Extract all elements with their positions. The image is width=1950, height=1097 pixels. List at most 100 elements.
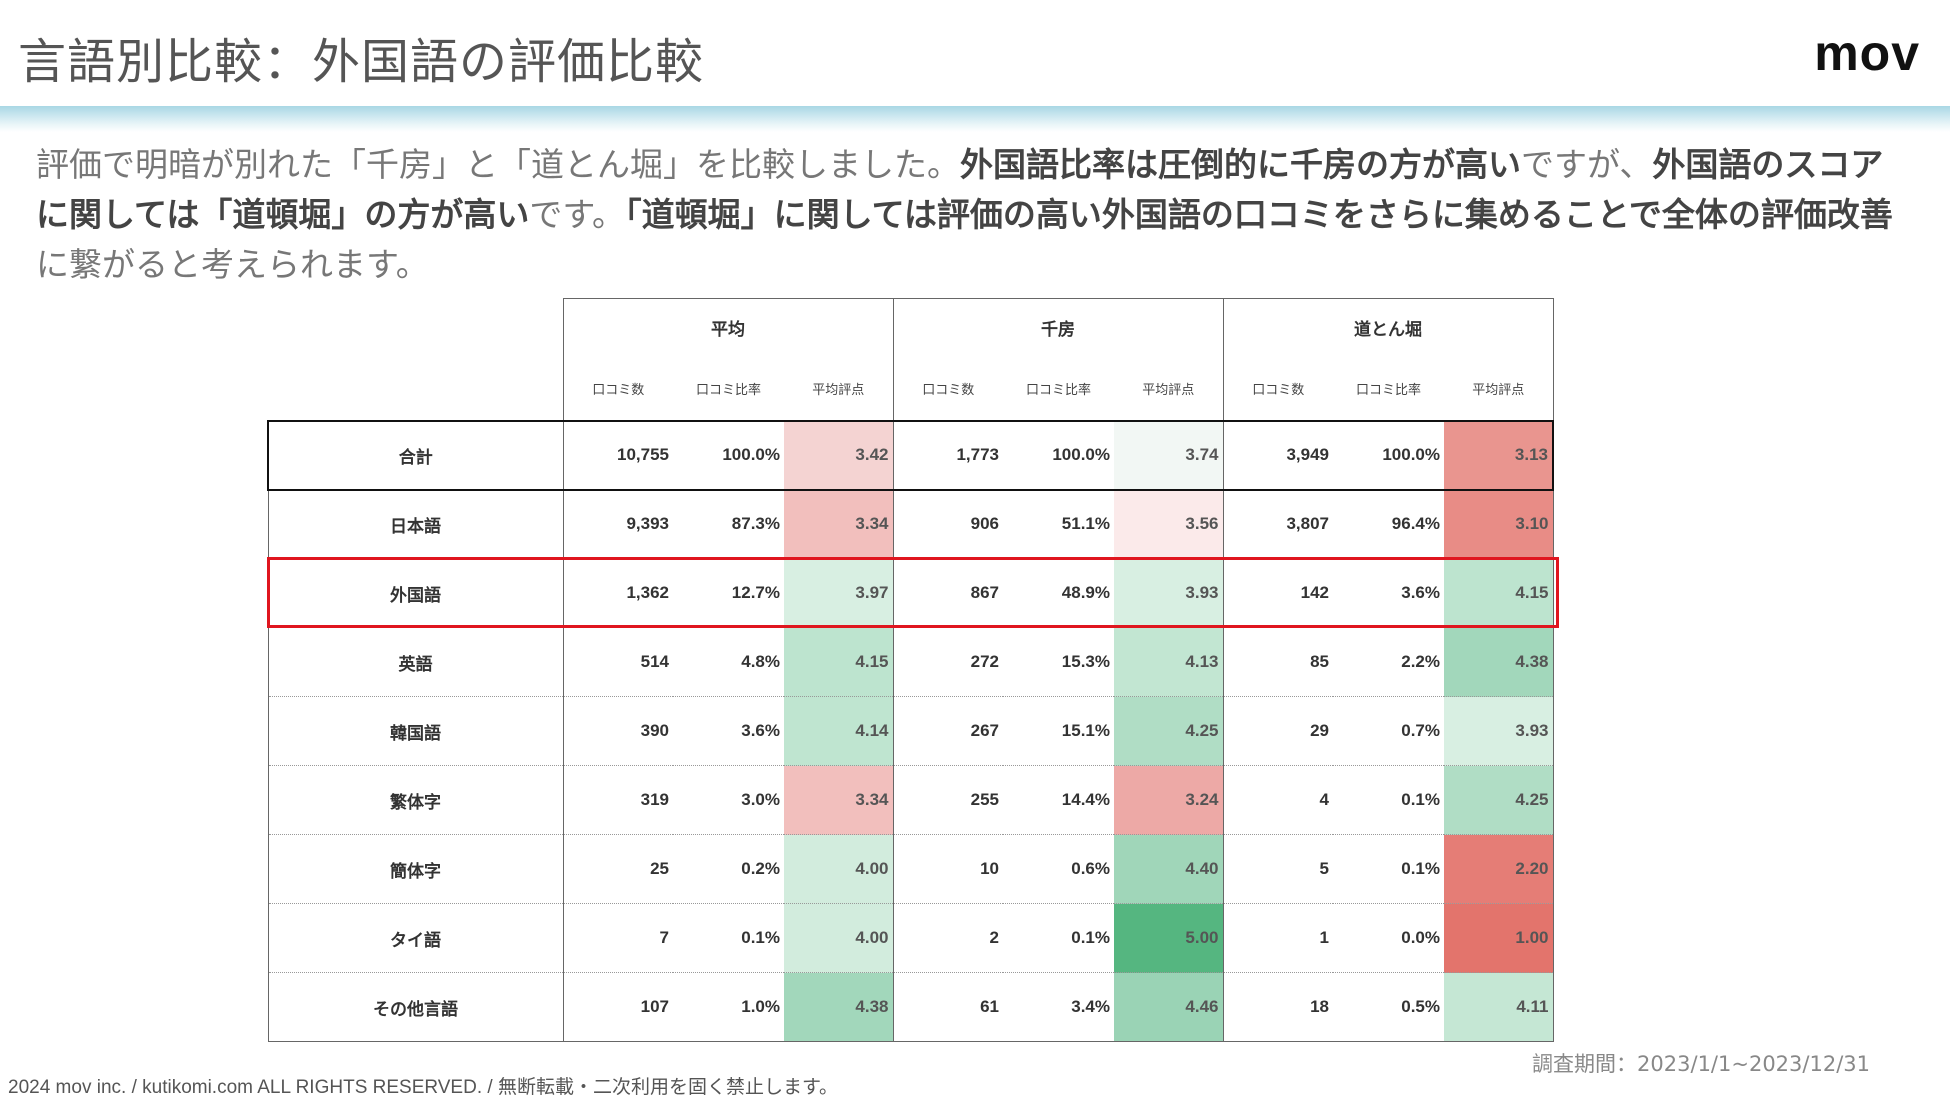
- row-label: 繁体字: [267, 765, 563, 835]
- row-label: 英語: [267, 627, 563, 697]
- subheader-score: 平均評点: [1444, 356, 1554, 421]
- subheader-score: 平均評点: [1142, 381, 1195, 397]
- desc-emphasis: 外国語比率は圧倒的に千房の方が高い: [960, 145, 1521, 184]
- count-cell: 7: [562, 903, 673, 973]
- row-label: 合計: [267, 419, 563, 491]
- score-cell: 4.15: [1444, 558, 1554, 628]
- ratio-cell: 0.1%: [1333, 765, 1444, 835]
- row-label: タイ語: [267, 903, 563, 973]
- ratio-cell: 3.0%: [673, 765, 784, 835]
- count-cell: 29: [1222, 696, 1333, 766]
- count-cell: 390: [562, 696, 673, 766]
- count-cell: 9,393: [562, 489, 673, 559]
- ratio-cell: 100.0%: [1003, 419, 1114, 491]
- count-cell: 25: [562, 834, 673, 904]
- survey-period: 調査期間：2023/1/1~2023/12/31: [1532, 1052, 1870, 1076]
- row-label: 外国語: [267, 558, 563, 628]
- table-row: 日本語 9,393 87.3% 3.34 906 51.1% 3.56 3,807 96.4% 3…: [267, 489, 1554, 559]
- group-header-row: 平均 千房 道とん堀: [268, 298, 1554, 357]
- score-cell: 3.13: [1444, 419, 1554, 491]
- score-cell: 4.25: [1444, 765, 1554, 835]
- group-header-heikin: 平均: [562, 298, 893, 357]
- table-row: 合計 10,755 100.0% 3.42 1,773 100.0% 3.74 3,949 10…: [267, 419, 1554, 491]
- ratio-cell: 14.4%: [1003, 765, 1114, 835]
- score-cell: 3.10: [1444, 489, 1554, 559]
- ratio-cell: 100.0%: [1333, 419, 1444, 491]
- ratio-cell: 0.0%: [1333, 903, 1444, 973]
- ratio-cell: 0.1%: [1333, 834, 1444, 904]
- corner-cell: [268, 299, 563, 357]
- copyright-footer: 2024 mov inc. / kutikomi.com ALL RIGHTS …: [8, 1077, 839, 1097]
- count-cell: 61: [892, 972, 1003, 1042]
- ratio-cell: 3.6%: [673, 696, 784, 766]
- count-cell: 514: [562, 627, 673, 697]
- ratio-cell: 0.5%: [1333, 972, 1444, 1042]
- score-cell: 4.11: [1444, 972, 1554, 1042]
- ratio-cell: 51.1%: [1003, 489, 1114, 559]
- ratio-cell: 2.2%: [1333, 627, 1444, 697]
- desc-segment: ですが、: [1521, 145, 1653, 184]
- table-row: 繁体字 319 3.0% 3.34 255 14.4% 3.24 4 0.1% 4.25: [267, 765, 1554, 835]
- score-cell: 2.20: [1444, 834, 1554, 904]
- desc-segment: に繋がると考えられます。: [36, 245, 429, 284]
- subheader-ratio: 口コミ比率: [1355, 381, 1421, 397]
- count-cell: 2: [892, 903, 1003, 973]
- score-cell: 4.38: [1444, 627, 1554, 697]
- table-row: その他言語 107 1.0% 4.38 61 3.4% 4.46 18 0.5% 4.11: [267, 972, 1554, 1042]
- mov-logo: mov: [1814, 25, 1920, 81]
- ratio-cell: 87.3%: [673, 489, 784, 559]
- table-row: 外国語 1,362 12.7% 3.97 867 48.9% 3.93 142 3.6% 4.15: [267, 558, 1554, 628]
- score-cell: 1.00: [1444, 903, 1554, 973]
- score-cell: 4.14: [784, 696, 893, 766]
- score-cell: 3.24: [1114, 765, 1223, 835]
- ratio-cell: 0.7%: [1333, 696, 1444, 766]
- count-cell: 906: [892, 489, 1003, 559]
- count-cell: 10,755: [562, 419, 673, 491]
- ratio-cell: 0.6%: [1003, 834, 1114, 904]
- count-cell: 1,362: [562, 558, 673, 628]
- count-cell: 3,949: [1222, 419, 1333, 491]
- count-cell: 319: [562, 765, 673, 835]
- ratio-cell: 12.7%: [673, 558, 784, 628]
- row-label: その他言語: [267, 972, 563, 1042]
- score-cell: 4.46: [1114, 972, 1223, 1042]
- ratio-cell: 3.4%: [1003, 972, 1114, 1042]
- score-cell: 4.00: [784, 834, 893, 904]
- table-row: 韓国語 390 3.6% 4.14 267 15.1% 4.25 29 0.7% 3.93: [267, 696, 1554, 766]
- ratio-cell: 100.0%: [673, 419, 784, 491]
- ratio-cell: 0.1%: [1003, 903, 1114, 973]
- count-cell: 142: [1222, 558, 1333, 628]
- score-cell: 5.00: [1114, 903, 1223, 973]
- comparison-table: 平均 千房 道とん堀 口コミ数 口コミ比率 平均評点 口コミ数 口コミ比率 平均…: [267, 298, 1554, 1042]
- score-cell: 4.15: [784, 627, 893, 697]
- score-cell: 4.38: [784, 972, 893, 1042]
- score-cell: 3.34: [784, 765, 893, 835]
- count-cell: 4: [1222, 765, 1333, 835]
- count-cell: 10: [892, 834, 1003, 904]
- score-cell: 4.13: [1114, 627, 1223, 697]
- desc-segment: 評価で明暗が別れた「千房」と「道とん堀」を比較しました。: [36, 145, 960, 184]
- count-cell: 107: [562, 972, 673, 1042]
- subheader-ratio: 口コミ比率: [695, 381, 761, 397]
- table-row: 簡体字 25 0.2% 4.00 10 0.6% 4.40 5 0.1% 2.20: [267, 834, 1554, 904]
- slide-title: 言語別比較：外国語の評価比較: [18, 34, 705, 90]
- count-cell: 267: [892, 696, 1003, 766]
- subheader-score: 平均評点: [812, 381, 865, 397]
- count-cell: 5: [1222, 834, 1333, 904]
- score-cell: 3.56: [1114, 489, 1223, 559]
- desc-emphasis: 「道頓堀」に関しては評価の高い外国語の口コミをさらに集めることで全体の評価改善: [625, 195, 1893, 234]
- score-cell: 4.25: [1114, 696, 1223, 766]
- subheader-count: 口コミ数: [892, 356, 1003, 421]
- ratio-cell: 3.6%: [1333, 558, 1444, 628]
- count-cell: 1: [1222, 903, 1333, 973]
- subheader-count: 口コミ数: [562, 356, 673, 421]
- ratio-cell: 0.1%: [673, 903, 784, 973]
- description-text: 評価で明暗が別れた「千房」と「道とん堀」を比較しました。外国語比率は圧倒的に千房…: [36, 140, 1916, 290]
- ratio-cell: 15.1%: [1003, 696, 1114, 766]
- score-cell: 3.74: [1114, 419, 1223, 491]
- ratio-cell: 48.9%: [1003, 558, 1114, 628]
- ratio-cell: 1.0%: [673, 972, 784, 1042]
- table-row: タイ語 7 0.1% 4.00 2 0.1% 5.00 1 0.0% 1.00: [267, 903, 1554, 973]
- score-cell: 3.42: [784, 419, 893, 491]
- score-cell: 4.00: [784, 903, 893, 973]
